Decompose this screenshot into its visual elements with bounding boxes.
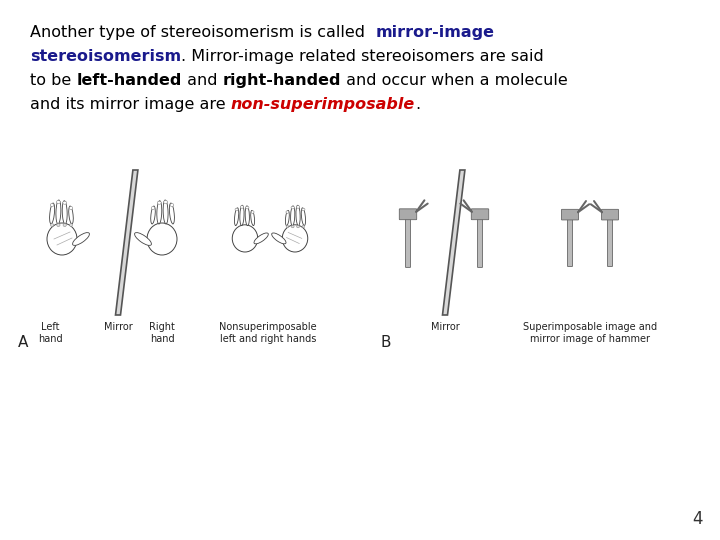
Ellipse shape <box>56 200 61 224</box>
Text: A: A <box>18 335 28 350</box>
Ellipse shape <box>163 200 168 224</box>
Ellipse shape <box>69 206 73 210</box>
Ellipse shape <box>235 208 239 226</box>
Ellipse shape <box>135 233 151 245</box>
Ellipse shape <box>63 201 67 204</box>
Ellipse shape <box>147 223 177 255</box>
Ellipse shape <box>62 201 67 224</box>
Polygon shape <box>443 170 465 315</box>
Text: 4: 4 <box>693 510 703 528</box>
FancyBboxPatch shape <box>405 217 410 267</box>
Text: Superimposable image and
mirror image of hammer: Superimposable image and mirror image of… <box>523 322 657 343</box>
Ellipse shape <box>73 233 89 245</box>
Ellipse shape <box>68 206 73 224</box>
Ellipse shape <box>296 205 300 226</box>
Ellipse shape <box>47 223 77 255</box>
Text: B: B <box>380 335 390 350</box>
Ellipse shape <box>302 225 305 228</box>
FancyBboxPatch shape <box>601 210 618 220</box>
Polygon shape <box>115 170 138 315</box>
Ellipse shape <box>163 200 168 204</box>
Ellipse shape <box>292 225 294 228</box>
Text: right-handed: right-handed <box>222 73 341 88</box>
Text: mirror-image: mirror-image <box>375 25 494 40</box>
Ellipse shape <box>291 206 294 209</box>
Text: and occur when a molecule: and occur when a molecule <box>341 73 567 88</box>
Ellipse shape <box>291 206 294 226</box>
Ellipse shape <box>286 211 289 213</box>
Ellipse shape <box>50 204 54 206</box>
FancyBboxPatch shape <box>400 209 417 220</box>
Ellipse shape <box>246 206 249 226</box>
Ellipse shape <box>50 224 53 226</box>
Ellipse shape <box>63 224 66 226</box>
Ellipse shape <box>285 211 289 226</box>
Ellipse shape <box>240 206 243 208</box>
Ellipse shape <box>158 201 161 204</box>
Text: and: and <box>181 73 222 88</box>
Text: Mirror: Mirror <box>104 322 132 332</box>
Text: Left
hand: Left hand <box>37 322 63 343</box>
Ellipse shape <box>50 203 55 224</box>
Ellipse shape <box>150 206 156 224</box>
Ellipse shape <box>286 225 289 228</box>
Ellipse shape <box>301 208 305 226</box>
Ellipse shape <box>240 205 244 226</box>
Ellipse shape <box>246 206 249 209</box>
FancyBboxPatch shape <box>472 209 489 220</box>
Ellipse shape <box>151 206 155 210</box>
Ellipse shape <box>233 225 258 252</box>
Ellipse shape <box>57 224 60 226</box>
Ellipse shape <box>235 208 238 211</box>
Text: and its mirror image are: and its mirror image are <box>30 97 230 112</box>
Text: Right
hand: Right hand <box>149 322 175 343</box>
Ellipse shape <box>251 211 255 226</box>
Text: . Mirror-image related stereoisomers are said: . Mirror-image related stereoisomers are… <box>181 49 544 64</box>
Ellipse shape <box>170 204 174 206</box>
Ellipse shape <box>297 206 300 208</box>
FancyBboxPatch shape <box>608 218 613 267</box>
Text: Nonsuperimposable
left and right hands: Nonsuperimposable left and right hands <box>219 322 317 343</box>
Ellipse shape <box>254 233 269 244</box>
FancyBboxPatch shape <box>477 217 482 267</box>
Text: Mirror: Mirror <box>431 322 459 332</box>
FancyBboxPatch shape <box>562 210 578 220</box>
Ellipse shape <box>157 201 162 224</box>
Text: .: . <box>415 97 420 112</box>
Ellipse shape <box>56 200 60 204</box>
Text: non-superimposable: non-superimposable <box>230 97 415 112</box>
Text: to be: to be <box>30 73 76 88</box>
Ellipse shape <box>169 203 174 224</box>
Ellipse shape <box>271 233 286 244</box>
FancyBboxPatch shape <box>567 218 572 267</box>
Ellipse shape <box>302 208 305 211</box>
Ellipse shape <box>297 225 300 228</box>
Text: stereoisomerism: stereoisomerism <box>30 49 181 64</box>
Ellipse shape <box>282 225 307 252</box>
Text: left-handed: left-handed <box>76 73 181 88</box>
Ellipse shape <box>70 224 73 226</box>
Ellipse shape <box>251 211 254 213</box>
Text: Another type of stereoisomerism is called: Another type of stereoisomerism is calle… <box>30 25 375 40</box>
